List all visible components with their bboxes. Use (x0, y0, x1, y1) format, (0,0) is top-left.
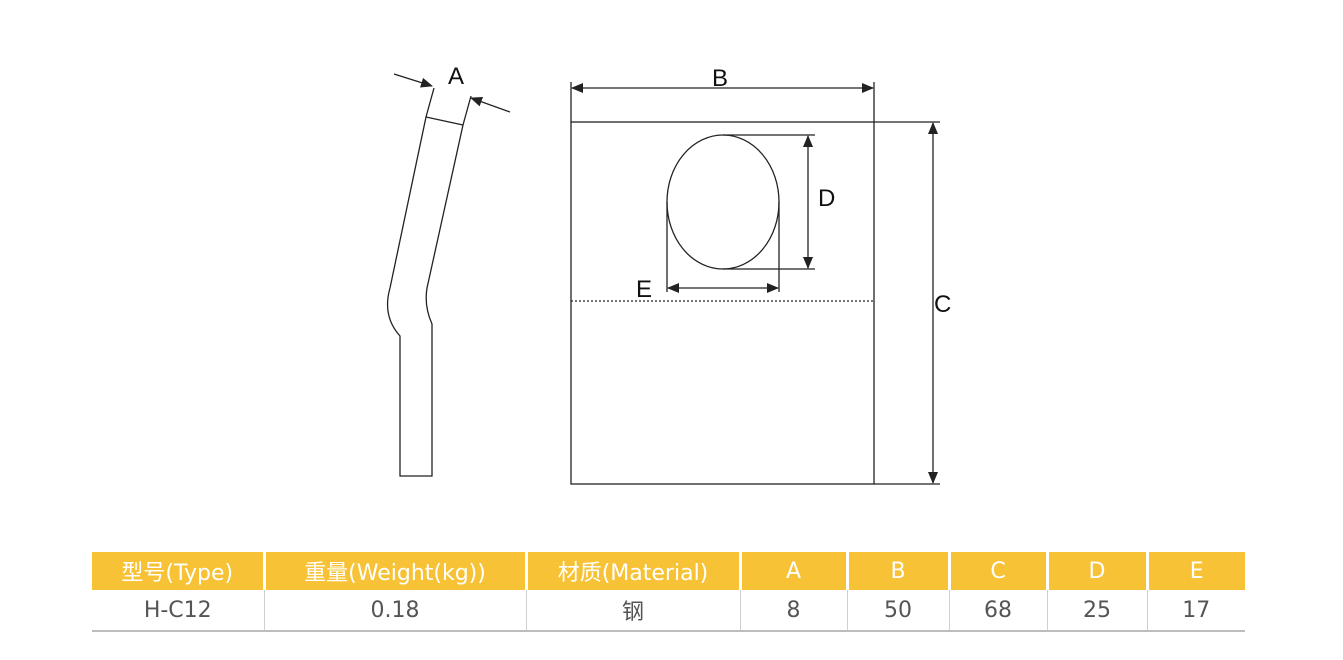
cell-d: 25 (1047, 590, 1148, 632)
header-weight: 重量(Weight(kg)) (264, 552, 528, 590)
profile-outline (386, 87, 472, 477)
table-header-row: 型号(Type) 重量(Weight(kg)) 材质(Material) A B… (92, 552, 1245, 590)
front-view (570, 82, 940, 485)
header-b: B (847, 552, 951, 590)
cell-material: 钢 (526, 590, 741, 632)
dimension-e-label: E (636, 276, 652, 303)
dimension-b-label: B (712, 65, 728, 92)
dimension-a-label: A (448, 63, 464, 90)
thickness-line (425, 116, 464, 126)
cell-e: 17 (1147, 590, 1245, 632)
table-row: H-C12 0.18 钢 8 50 68 25 17 (92, 590, 1245, 632)
technical-drawing: A B C D E (386, 63, 951, 485)
header-a: A (740, 552, 849, 590)
header-c: C (949, 552, 1049, 590)
header-d: D (1047, 552, 1149, 590)
header-material: 材质(Material) (526, 552, 742, 590)
cell-b: 50 (847, 590, 950, 632)
dimension-d-label: D (818, 185, 835, 212)
dimension-a-right-arrow (470, 97, 511, 113)
side-profile-view (386, 73, 511, 477)
cell-a: 8 (740, 590, 848, 632)
cell-c: 68 (949, 590, 1048, 632)
plate-outline (570, 121, 875, 485)
hang-hole (666, 134, 780, 270)
cell-weight: 0.18 (264, 590, 527, 632)
dimension-a-left-arrow (393, 73, 433, 88)
dimension-c-label: C (934, 291, 951, 318)
header-type: 型号(Type) (92, 552, 266, 590)
header-e: E (1147, 552, 1245, 590)
cell-type: H-C12 (92, 590, 265, 632)
spec-table: 型号(Type) 重量(Weight(kg)) 材质(Material) A B… (92, 552, 1245, 632)
